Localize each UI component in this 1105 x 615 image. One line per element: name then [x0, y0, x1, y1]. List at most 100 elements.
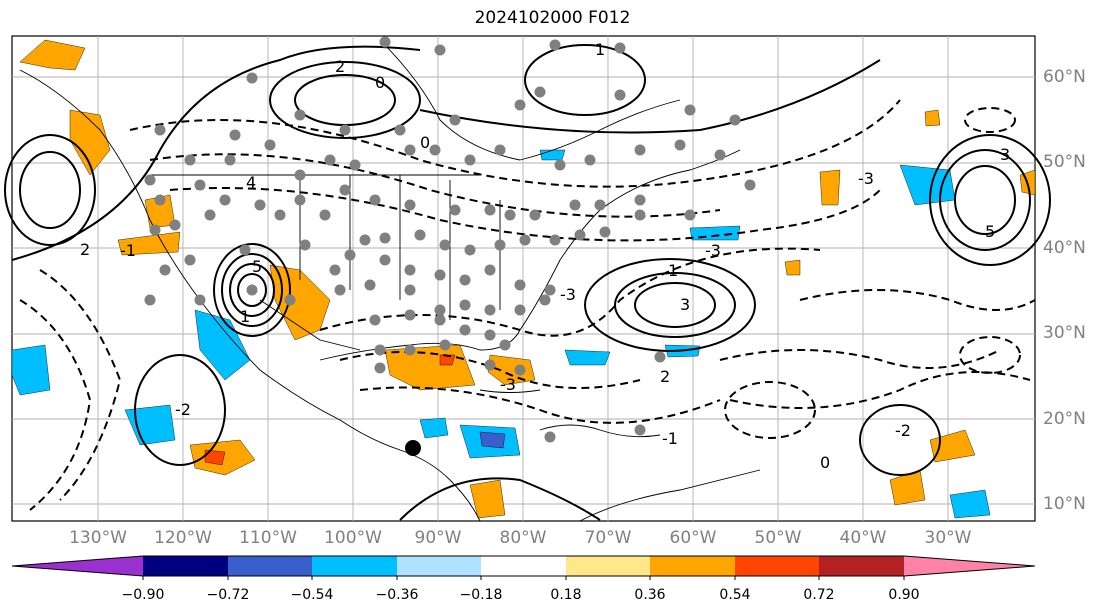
station-dot [449, 204, 461, 216]
station-dot [219, 194, 231, 206]
colorbar-tick-label: 0.54 [719, 587, 751, 603]
colorbar-tick-label: −0.90 [121, 587, 165, 603]
station-dot [294, 194, 306, 206]
station-dot [514, 99, 526, 111]
station-dot [574, 229, 586, 241]
station-dot [434, 314, 446, 326]
lat-label: 40°N [1043, 238, 1086, 258]
station-dot [329, 264, 341, 276]
station-dot [404, 284, 416, 296]
positive-contours [4, 44, 1051, 521]
station-dot [439, 339, 451, 351]
station-dot [239, 244, 251, 256]
station-dot [404, 264, 416, 276]
station-dot [339, 124, 351, 136]
station-dot [434, 269, 446, 281]
shaded-field [11, 39, 1036, 519]
contour-label: 2 [80, 240, 90, 259]
station-dot [379, 36, 391, 48]
colorbar-segment [650, 556, 735, 576]
contour-label: 3 [680, 295, 690, 314]
lat-label: 60°N [1043, 67, 1086, 87]
contour-label: 5 [985, 222, 995, 241]
contour-label: 2 [660, 367, 670, 386]
station-dot [514, 279, 526, 291]
station-dot [594, 199, 606, 211]
colorbar-segment [397, 556, 481, 576]
colorbar-tick-label: 0.18 [550, 587, 582, 603]
station-dot [504, 209, 516, 221]
station-dot [514, 364, 526, 376]
station-dot [154, 194, 166, 206]
station-dot [744, 179, 756, 191]
station-dot [334, 284, 346, 296]
graticule [12, 36, 1035, 521]
station-dot [414, 229, 426, 241]
station-dot [634, 209, 646, 221]
station-dot [634, 424, 646, 436]
contour-label: -3 [705, 241, 721, 260]
lon-label: 100°W [324, 528, 382, 548]
contour-label: 0 [375, 73, 385, 92]
station-dot [169, 219, 181, 231]
colorbar-segment [12, 556, 143, 576]
station-dot [539, 294, 551, 306]
station-dot [149, 224, 161, 236]
station-dot [319, 209, 331, 221]
station-dot [439, 239, 451, 251]
station-dot [379, 254, 391, 266]
station-dot [464, 244, 476, 256]
station-dot [159, 264, 171, 276]
station-dot [379, 232, 391, 244]
lon-label: 110°W [239, 528, 297, 548]
lon-label: 130°W [69, 528, 127, 548]
station-dot [339, 184, 351, 196]
station-dot [324, 154, 336, 166]
station-dot [246, 284, 258, 296]
station-dot [264, 139, 276, 151]
contour-label: -2 [895, 421, 911, 440]
station-dot [369, 314, 381, 326]
coastlines [19, 39, 761, 522]
lon-label: 30°W [924, 528, 972, 548]
station-dot [404, 344, 416, 356]
station-dot [514, 304, 526, 316]
station-dot [284, 294, 296, 306]
lat-label: 50°N [1043, 152, 1086, 172]
station-dot [144, 294, 156, 306]
station-dot [584, 154, 596, 166]
colorbar-tick-label: −0.72 [206, 587, 250, 603]
station-dot [484, 329, 496, 341]
lat-label: 20°N [1043, 409, 1086, 429]
station-dot [294, 169, 306, 181]
contour-label: 1 [595, 40, 605, 59]
station-dot [729, 114, 741, 126]
station-dot [194, 179, 206, 191]
contour-label: 0 [820, 453, 830, 472]
station-dot [529, 209, 541, 221]
contour-label: -3 [500, 375, 516, 394]
station-dot [544, 431, 556, 443]
station-dot [404, 144, 416, 156]
station-dot [484, 304, 496, 316]
marker-point [405, 440, 421, 456]
station-dot [349, 159, 361, 171]
station-dot [369, 194, 381, 206]
station-dot [359, 234, 371, 246]
station-dot [434, 44, 446, 56]
station-dot [614, 42, 626, 54]
station-dot [654, 351, 666, 363]
contour-label: 5 [252, 257, 262, 276]
station-dot [534, 86, 546, 98]
station-dot [204, 209, 216, 221]
station-dot [634, 194, 646, 206]
lon-label: 90°W [414, 528, 462, 548]
station-dot [544, 284, 556, 296]
station-dot [634, 144, 646, 156]
colorbar-tick-label: 0.90 [888, 587, 920, 603]
station-dot [499, 339, 511, 351]
colorbar-segment [228, 556, 312, 576]
station-dot [714, 149, 726, 161]
lon-label: 120°W [154, 528, 212, 548]
